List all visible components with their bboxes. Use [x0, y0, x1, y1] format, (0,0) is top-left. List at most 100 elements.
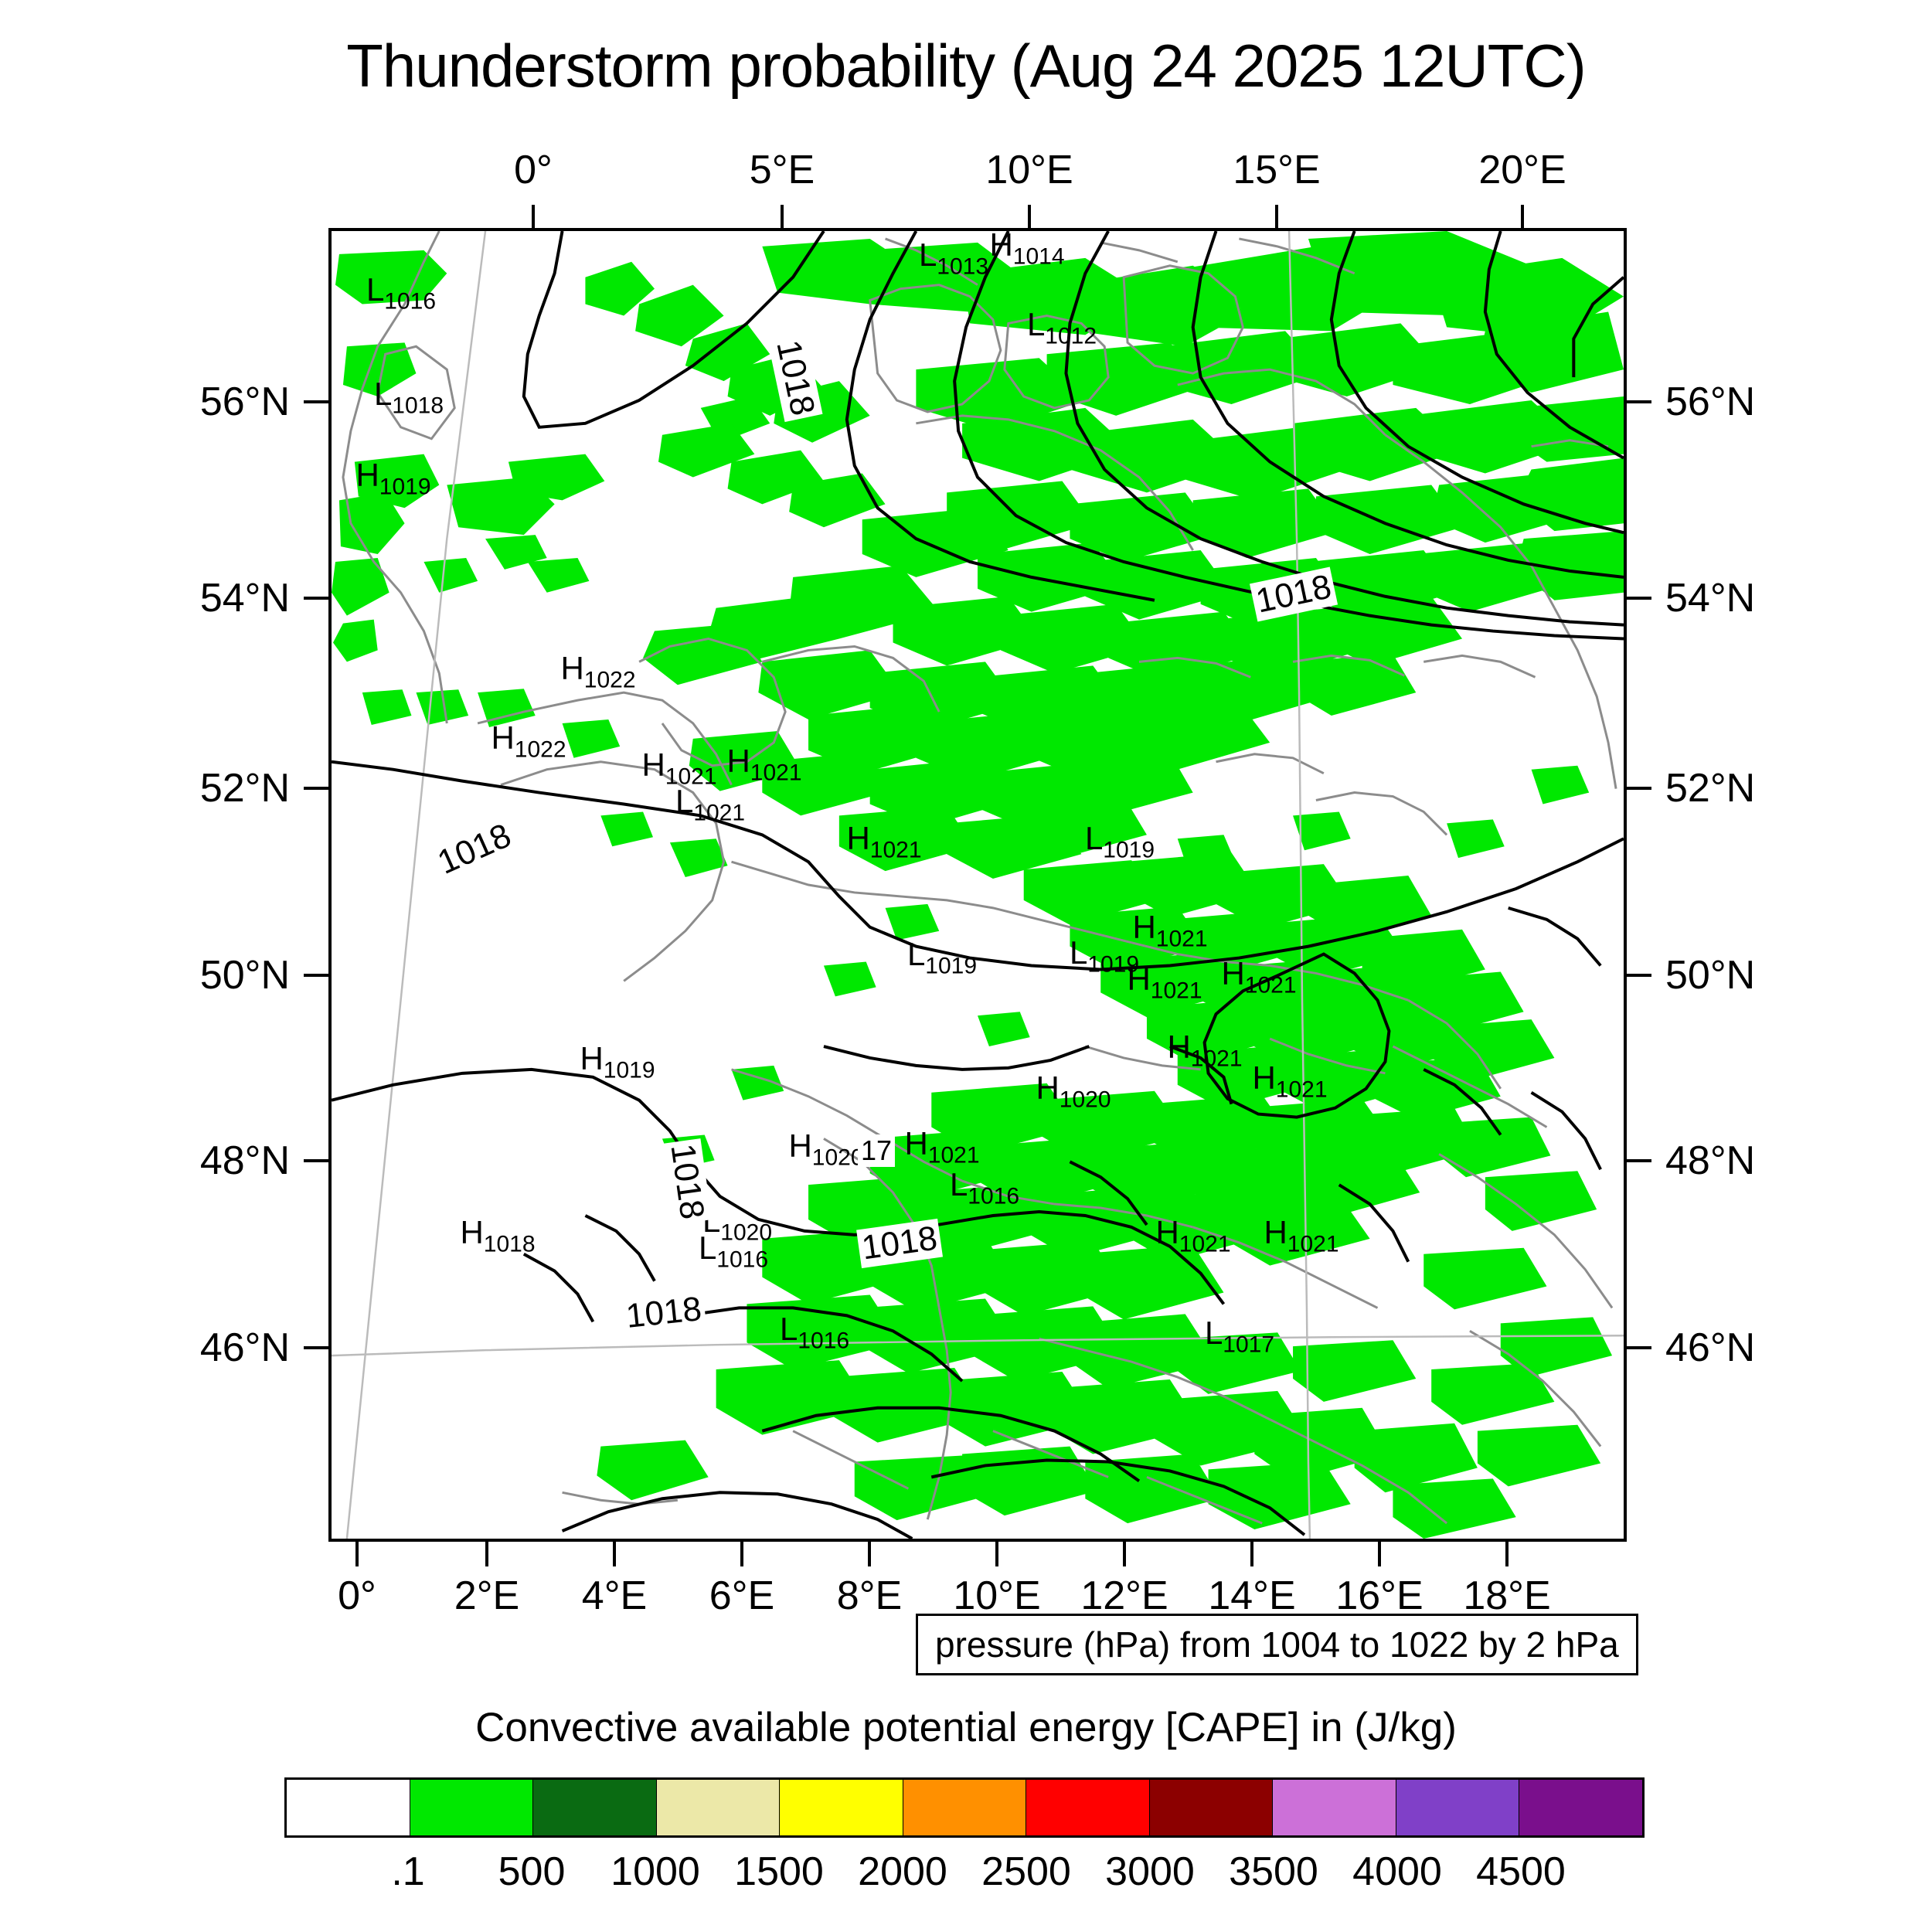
colorbar-title: Convective available potential energy [C…	[475, 1705, 1457, 1750]
tick-mark-top	[1521, 205, 1524, 230]
colorbar-tick: 500	[498, 1849, 566, 1894]
axis-tick-bottom: 0°	[338, 1573, 376, 1618]
pressure-centre-label: H1021	[641, 746, 717, 790]
pressure-centre-label: L1020	[702, 1202, 773, 1246]
colorbar-tick: 1000	[611, 1849, 700, 1894]
tick-mark-right	[1627, 1346, 1651, 1349]
axis-tick-bottom: 8°E	[836, 1573, 903, 1618]
tick-mark-left	[304, 787, 328, 790]
tick-mark-left	[304, 1159, 328, 1162]
tick-mark-right	[1627, 974, 1651, 977]
tick-mark-left	[304, 1346, 328, 1349]
tick-mark-bottom	[740, 1542, 743, 1566]
colorbar-swatch-8	[1273, 1780, 1396, 1835]
tick-mark-left	[304, 974, 328, 977]
tick-mark-right	[1627, 400, 1651, 403]
axis-tick-left: 46°N	[199, 1325, 290, 1370]
axis-tick-top: 20°E	[1478, 148, 1566, 192]
pressure-centre-label: H1021	[726, 742, 802, 786]
colorbar-swatch-9	[1396, 1780, 1520, 1835]
tick-mark-bottom	[1250, 1542, 1253, 1566]
axis-tick-top: 10°E	[985, 148, 1073, 192]
pressure-centre-label: H1022	[560, 649, 636, 693]
axis-tick-right: 50°N	[1665, 953, 1756, 998]
axis-tick-right: 46°N	[1665, 1325, 1756, 1370]
tick-mark-bottom	[995, 1542, 998, 1566]
graticule	[332, 231, 1624, 1539]
colorbar-tick: 1500	[734, 1849, 824, 1894]
colorbar-swatch-2	[533, 1780, 657, 1835]
tick-mark-right	[1627, 787, 1651, 790]
axis-tick-left: 52°N	[199, 766, 290, 811]
pressure-centre-label: L1013	[918, 236, 989, 280]
tick-mark-bottom	[1378, 1542, 1381, 1566]
colorbar-tick: 3000	[1105, 1849, 1195, 1894]
tick-mark-right	[1627, 1159, 1651, 1162]
pressure-centre-label: L1016	[366, 270, 437, 315]
pressure-centre-label: H1021	[1127, 960, 1202, 1004]
colorbar-tick: 2000	[858, 1849, 947, 1894]
axis-tick-left: 48°N	[199, 1138, 290, 1183]
axis-tick-left: 54°N	[199, 576, 290, 621]
pressure-contours	[332, 231, 1624, 1539]
pressure-centre-label: H1019	[580, 1039, 655, 1083]
colorbar-tick: 4000	[1352, 1849, 1442, 1894]
axis-tick-bottom: 6°E	[709, 1573, 775, 1618]
axis-tick-bottom: 10°E	[953, 1573, 1041, 1618]
colorbar-tick: .1	[391, 1849, 425, 1894]
tick-mark-top	[532, 205, 535, 230]
colorbar-swatch-10	[1519, 1780, 1643, 1835]
colorbar-swatch-5	[903, 1780, 1027, 1835]
pressure-centre-label: H1018	[460, 1213, 536, 1257]
axis-tick-top: 15°E	[1233, 148, 1321, 192]
pressure-centre-label: L1019	[1084, 819, 1155, 863]
pressure-centre-label: H1021	[1264, 1213, 1339, 1257]
colorbar-swatch-3	[656, 1780, 781, 1835]
pressure-centre-label: L1018	[373, 375, 444, 419]
colorbar-tick: 4500	[1476, 1849, 1566, 1894]
contour-label: 17	[857, 1134, 896, 1167]
colorbar-tick: 2500	[981, 1849, 1071, 1894]
tick-mark-top	[1028, 205, 1031, 230]
colorbar-swatch-7	[1149, 1780, 1274, 1835]
cape-shading	[332, 231, 1624, 1539]
axis-tick-right: 48°N	[1665, 1138, 1756, 1183]
tick-mark-top	[781, 205, 784, 230]
pressure-centre-label: H1021	[846, 819, 922, 863]
pressure-centre-label: L1016	[949, 1165, 1020, 1209]
pressure-centre-label: L1017	[1204, 1314, 1275, 1358]
pressure-centre-label: L1016	[698, 1229, 769, 1273]
pressure-centre-label: H1021	[1221, 954, 1297, 998]
axis-tick-bottom: 2°E	[454, 1573, 520, 1618]
pressure-centre-label: L1016	[779, 1310, 850, 1354]
pressure-centre-label: L1021	[675, 782, 746, 826]
axis-tick-top: 5°E	[749, 148, 815, 192]
axis-tick-left: 56°N	[199, 379, 290, 424]
pressure-centre-label: L1012	[1026, 305, 1097, 349]
tick-mark-bottom	[1505, 1542, 1509, 1566]
tick-mark-bottom	[613, 1542, 616, 1566]
pressure-centre-label: H1022	[491, 719, 566, 763]
map-graphics	[332, 231, 1624, 1539]
pressure-centre-label: H1021	[1167, 1028, 1243, 1072]
pressure-legend-box: pressure (hPa) from 1004 to 1022 by 2 hP…	[916, 1614, 1638, 1675]
colorbar-swatch-4	[780, 1780, 903, 1835]
pressure-centre-label: H1021	[1252, 1059, 1328, 1103]
pressure-centre-label: H1019	[355, 456, 431, 500]
axis-tick-left: 50°N	[199, 953, 290, 998]
pressure-centre-label: L1019	[906, 935, 978, 979]
map-plot-area: L1016 L1013 H1014 L1012 L1018 H1019 H102…	[328, 228, 1627, 1542]
pressure-centre-label: H1021	[904, 1124, 980, 1168]
axis-tick-right: 54°N	[1665, 576, 1756, 621]
pressure-centre-label: H1020	[788, 1127, 864, 1171]
page-title: Thunderstorm probability (Aug 24 2025 12…	[346, 32, 1586, 100]
tick-mark-bottom	[355, 1542, 359, 1566]
axis-tick-bottom: 4°E	[581, 1573, 648, 1618]
tick-mark-left	[304, 400, 328, 403]
tick-mark-right	[1627, 597, 1651, 600]
tick-mark-bottom	[485, 1542, 488, 1566]
colorbar-tick: 3500	[1229, 1849, 1318, 1894]
pressure-centre-label: L1019	[1069, 934, 1140, 978]
coastlines-borders	[342, 231, 1617, 1525]
